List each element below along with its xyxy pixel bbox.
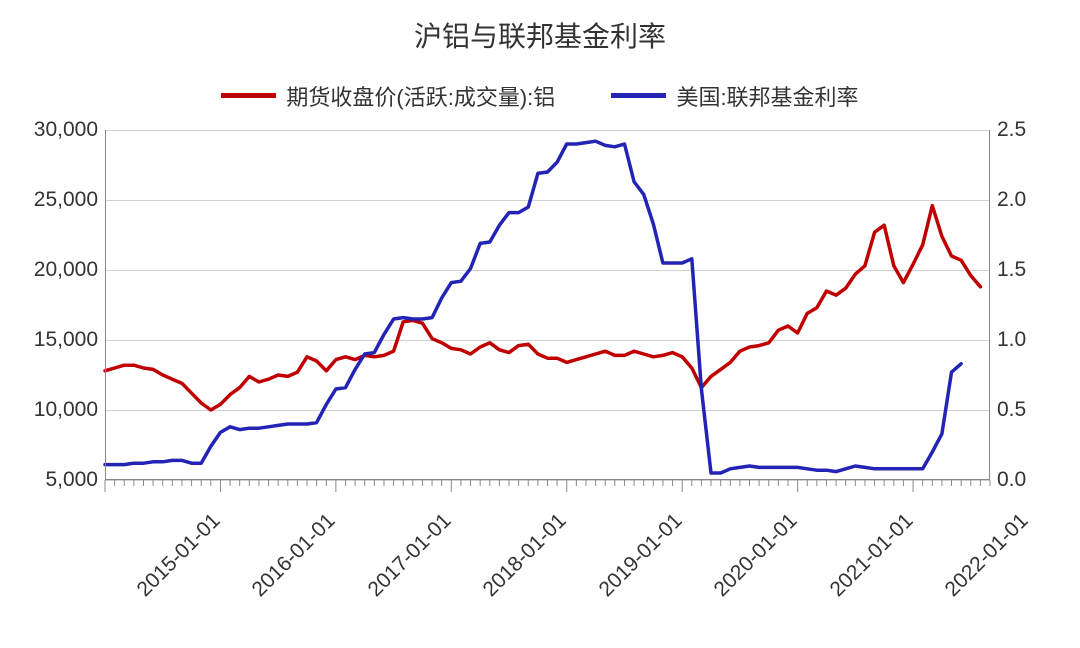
series-fed-funds-rate — [105, 141, 961, 473]
legend-label-aluminum: 期货收盘价(活跃:成交量):铝 — [286, 80, 555, 112]
series-aluminum-futures-price — [105, 206, 980, 410]
legend-item-fedfunds: 美国:联邦基金利率 — [611, 80, 858, 112]
chart-title: 沪铝与联邦基金利率 — [0, 15, 1080, 55]
y-left-axis-labels: 5,00010,00015,00020,00025,00030,000 — [0, 130, 98, 480]
x-axis-labels: 2015-01-012016-01-012017-01-012018-01-01… — [105, 495, 990, 645]
plot-area — [105, 130, 990, 480]
y-left-tick-label: 30,000 — [0, 118, 98, 142]
y-left-tick-label: 5,000 — [0, 468, 98, 492]
legend-label-fedfunds: 美国:联邦基金利率 — [676, 80, 858, 112]
x-tick-label: 2021-01-01 — [825, 509, 918, 602]
x-tick-label: 2017-01-01 — [363, 509, 456, 602]
axis-left — [105, 130, 106, 480]
x-tick-label: 2016-01-01 — [248, 509, 341, 602]
y-right-tick-label: 2.0 — [997, 188, 1077, 212]
legend-swatch-aluminum — [221, 93, 276, 98]
x-tick-label: 2019-01-01 — [594, 509, 687, 602]
x-tick-label: 2015-01-01 — [132, 509, 225, 602]
legend-swatch-fedfunds — [611, 93, 666, 98]
legend-item-aluminum: 期货收盘价(活跃:成交量):铝 — [221, 80, 555, 112]
axis-bottom — [105, 479, 990, 480]
y-right-tick-label: 0.5 — [997, 398, 1077, 422]
y-left-tick-label: 20,000 — [0, 258, 98, 282]
y-right-tick-label: 1.5 — [997, 258, 1077, 282]
y-left-tick-label: 10,000 — [0, 398, 98, 422]
axis-right — [989, 130, 990, 480]
y-right-axis-labels: 0.00.51.01.52.02.5 — [997, 130, 1077, 480]
chart-container: 沪铝与联邦基金利率 期货收盘价(活跃:成交量):铝 美国:联邦基金利率 5,00… — [0, 0, 1080, 648]
y-right-tick-label: 2.5 — [997, 118, 1077, 142]
y-right-tick-label: 1.0 — [997, 328, 1077, 352]
chart-legend: 期货收盘价(活跃:成交量):铝 美国:联邦基金利率 — [0, 78, 1080, 112]
y-right-tick-label: 0.0 — [997, 468, 1077, 492]
x-tick-label: 2022-01-01 — [940, 509, 1033, 602]
y-left-tick-label: 25,000 — [0, 188, 98, 212]
series-svg — [105, 130, 990, 480]
x-tick-label: 2018-01-01 — [479, 509, 572, 602]
y-left-tick-label: 15,000 — [0, 328, 98, 352]
x-tick-marks — [105, 480, 990, 494]
x-tick-label: 2020-01-01 — [710, 509, 803, 602]
